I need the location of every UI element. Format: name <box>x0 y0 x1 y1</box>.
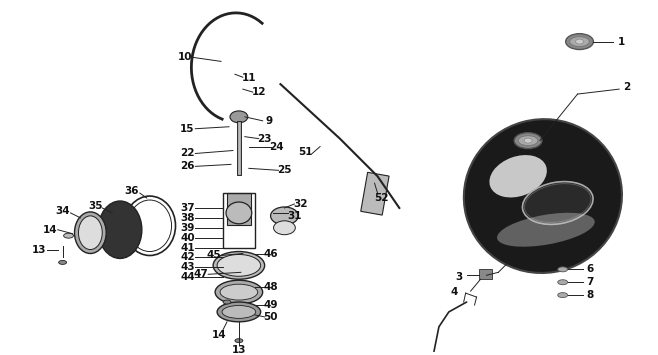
Ellipse shape <box>576 39 584 44</box>
Text: 6: 6 <box>587 264 594 274</box>
Text: 40: 40 <box>180 233 195 243</box>
Text: 13: 13 <box>32 245 46 255</box>
Text: 3: 3 <box>455 272 463 282</box>
Ellipse shape <box>217 302 261 322</box>
Ellipse shape <box>217 255 261 276</box>
Text: 50: 50 <box>263 312 278 322</box>
Ellipse shape <box>464 119 622 273</box>
Bar <box>227 193 251 225</box>
Text: 9: 9 <box>265 116 272 126</box>
Ellipse shape <box>222 306 256 318</box>
Ellipse shape <box>98 201 142 258</box>
Text: 14: 14 <box>42 225 57 235</box>
Ellipse shape <box>514 133 542 148</box>
Ellipse shape <box>223 300 231 304</box>
Text: 52: 52 <box>374 193 389 203</box>
Text: 51: 51 <box>298 147 313 157</box>
Ellipse shape <box>220 284 258 300</box>
Text: 13: 13 <box>232 345 246 355</box>
Ellipse shape <box>274 221 295 235</box>
Text: 42: 42 <box>180 252 195 262</box>
Text: 22: 22 <box>180 148 195 158</box>
Ellipse shape <box>558 293 568 297</box>
Text: 10: 10 <box>178 53 193 62</box>
Text: 49: 49 <box>263 300 278 310</box>
Text: 47: 47 <box>194 269 209 279</box>
Text: 44: 44 <box>180 272 195 282</box>
Ellipse shape <box>64 233 74 238</box>
Text: 32: 32 <box>293 199 307 209</box>
Text: 26: 26 <box>180 162 195 171</box>
Text: 25: 25 <box>277 165 291 175</box>
Ellipse shape <box>558 267 568 272</box>
Text: 1: 1 <box>617 37 624 47</box>
Ellipse shape <box>524 184 591 223</box>
Text: 31: 31 <box>287 211 301 221</box>
Text: 38: 38 <box>180 213 195 223</box>
Text: 46: 46 <box>263 248 278 258</box>
Text: 48: 48 <box>263 282 278 292</box>
Text: 36: 36 <box>124 186 139 196</box>
Text: 14: 14 <box>212 330 226 340</box>
Text: 43: 43 <box>180 262 195 272</box>
Ellipse shape <box>490 155 547 197</box>
Ellipse shape <box>570 37 590 47</box>
Ellipse shape <box>566 34 594 49</box>
Ellipse shape <box>524 138 532 143</box>
Ellipse shape <box>215 280 263 304</box>
Ellipse shape <box>518 136 538 146</box>
Text: 8: 8 <box>587 290 594 300</box>
Text: 11: 11 <box>241 73 256 83</box>
Text: 39: 39 <box>180 223 195 233</box>
Text: 7: 7 <box>587 277 594 287</box>
Ellipse shape <box>213 252 265 279</box>
Ellipse shape <box>235 339 243 343</box>
Text: 41: 41 <box>180 242 195 252</box>
Text: 35: 35 <box>88 201 103 211</box>
Text: 34: 34 <box>55 206 70 216</box>
Ellipse shape <box>59 261 66 264</box>
Bar <box>223 193 255 247</box>
Ellipse shape <box>74 212 106 253</box>
Text: 2: 2 <box>623 82 630 92</box>
Ellipse shape <box>497 213 595 247</box>
Text: 4: 4 <box>450 287 457 297</box>
Text: 45: 45 <box>207 251 222 261</box>
Ellipse shape <box>270 207 298 225</box>
Ellipse shape <box>558 280 568 285</box>
Text: 15: 15 <box>180 124 195 134</box>
Ellipse shape <box>226 202 252 224</box>
Ellipse shape <box>230 111 248 123</box>
Ellipse shape <box>78 216 102 250</box>
Bar <box>361 172 389 215</box>
Text: 23: 23 <box>257 133 272 144</box>
Text: 37: 37 <box>180 203 195 213</box>
Text: 12: 12 <box>251 87 266 97</box>
Bar <box>478 269 492 279</box>
Text: 24: 24 <box>269 142 284 152</box>
